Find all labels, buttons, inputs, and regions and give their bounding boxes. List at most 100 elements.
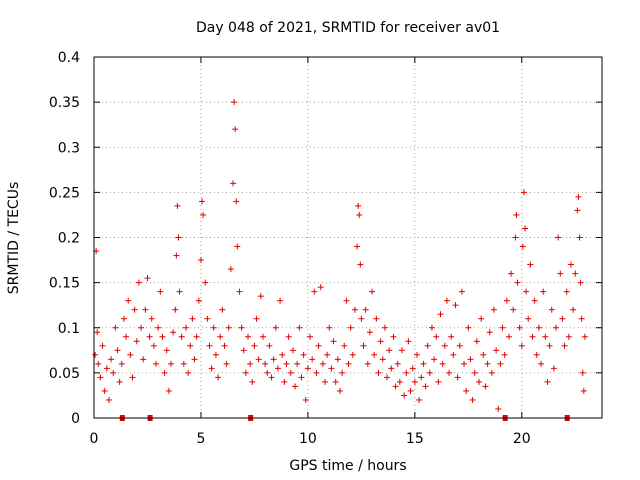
data-point xyxy=(433,333,440,340)
data-point xyxy=(283,360,290,367)
data-point xyxy=(309,356,316,363)
data-point xyxy=(221,342,228,349)
data-point xyxy=(409,365,416,372)
data-point xyxy=(236,288,243,295)
data-point xyxy=(300,351,307,358)
data-point xyxy=(379,356,386,363)
data-point xyxy=(463,387,470,394)
data-point xyxy=(101,387,108,394)
data-point xyxy=(94,329,101,336)
data-point xyxy=(212,351,219,358)
x-tick-label: 5 xyxy=(196,431,205,447)
data-point xyxy=(178,333,185,340)
data-point xyxy=(579,369,586,376)
data-point xyxy=(484,360,491,367)
data-point xyxy=(262,360,269,367)
data-point xyxy=(317,284,324,291)
data-point xyxy=(535,324,542,331)
data-point xyxy=(531,297,538,304)
data-point xyxy=(257,293,264,300)
data-point xyxy=(210,324,217,331)
data-point xyxy=(407,387,414,394)
data-point xyxy=(95,360,102,367)
data-point xyxy=(544,378,551,385)
data-point xyxy=(394,360,401,367)
data-point xyxy=(175,234,182,241)
data-point xyxy=(538,360,545,367)
data-point xyxy=(371,351,378,358)
data-point xyxy=(172,306,179,313)
data-point xyxy=(108,356,115,363)
data-point xyxy=(114,347,121,354)
data-point xyxy=(292,383,299,390)
data-point xyxy=(232,126,239,133)
data-point xyxy=(259,333,266,340)
data-point xyxy=(313,369,320,376)
data-point xyxy=(191,356,198,363)
data-point xyxy=(565,333,572,340)
data-point xyxy=(118,360,125,367)
data-point xyxy=(576,234,583,241)
data-point xyxy=(403,369,410,376)
data-point xyxy=(153,360,160,367)
data-point xyxy=(512,234,519,241)
data-point xyxy=(572,270,579,277)
data-point xyxy=(493,347,500,354)
data-point xyxy=(347,324,354,331)
data-point xyxy=(233,198,240,205)
data-point xyxy=(249,378,256,385)
data-point xyxy=(204,315,211,322)
data-point xyxy=(555,234,562,241)
data-point xyxy=(396,378,403,385)
y-tick-label: 0.25 xyxy=(49,185,80,201)
data-point xyxy=(343,297,350,304)
data-point xyxy=(251,342,258,349)
data-point xyxy=(326,324,333,331)
y-tick-label: 0.05 xyxy=(49,366,80,382)
data-point xyxy=(540,288,547,295)
data-point xyxy=(473,338,480,345)
data-point xyxy=(413,351,420,358)
data-point xyxy=(580,387,587,394)
data-point xyxy=(490,306,497,313)
data-point xyxy=(131,306,138,313)
data-point xyxy=(441,342,448,349)
data-point xyxy=(570,306,577,313)
data-point xyxy=(328,365,335,372)
data-point xyxy=(264,369,271,376)
data-point xyxy=(268,374,275,381)
data-point xyxy=(289,347,296,354)
data-point xyxy=(574,207,581,214)
data-point xyxy=(274,365,281,372)
data-point xyxy=(420,360,427,367)
data-point xyxy=(105,396,112,403)
data-point xyxy=(458,288,465,295)
data-point xyxy=(519,243,526,250)
data-point xyxy=(557,270,564,277)
data-point xyxy=(219,306,226,313)
data-point xyxy=(200,211,207,218)
data-point xyxy=(505,333,512,340)
data-point xyxy=(375,369,382,376)
data-point xyxy=(362,306,369,313)
data-point xyxy=(503,297,510,304)
data-point xyxy=(215,374,222,381)
data-point xyxy=(150,342,157,349)
data-point xyxy=(559,315,566,322)
data-point xyxy=(446,369,453,376)
data-point xyxy=(123,333,130,340)
axis-ticks: 0 0.05 0.1 0.15 0.2 0.25 0.3 0.35 0.4 0 5 10 15 20 xyxy=(49,50,602,447)
data-point xyxy=(577,279,584,286)
data-point xyxy=(355,202,362,209)
data-point xyxy=(533,351,540,358)
data-point xyxy=(180,360,187,367)
data-point xyxy=(129,374,136,381)
data-point xyxy=(357,261,364,268)
data-point xyxy=(388,365,395,372)
data-point xyxy=(521,225,528,232)
data-point xyxy=(514,279,521,286)
data-point xyxy=(227,266,234,273)
data-point xyxy=(270,356,277,363)
data-point xyxy=(439,360,446,367)
